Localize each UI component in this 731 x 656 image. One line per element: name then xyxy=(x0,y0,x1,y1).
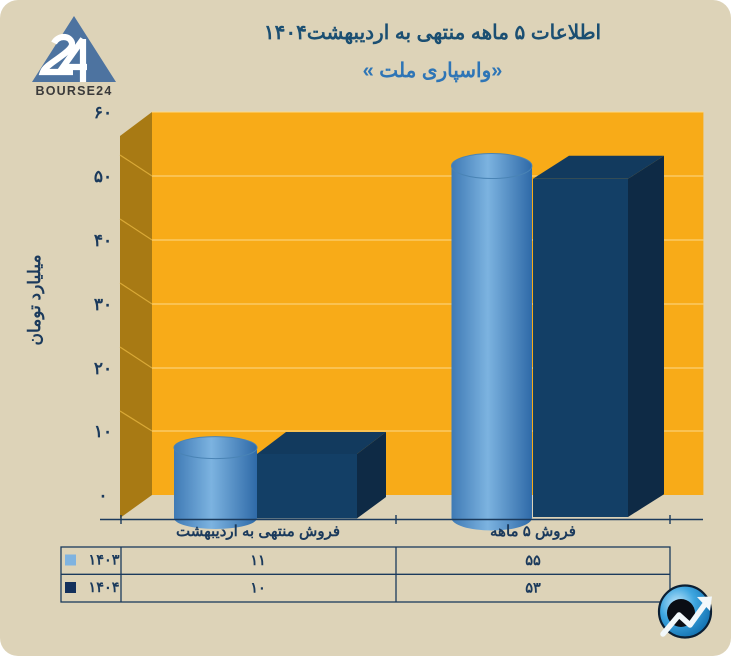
svg-text:۶۰: ۶۰ xyxy=(94,103,112,122)
svg-text:۱۰: ۱۰ xyxy=(94,422,112,441)
svg-text:فروش منتهی به اردیبهشت: فروش منتهی به اردیبهشت xyxy=(176,523,340,540)
svg-text:۲۰: ۲۰ xyxy=(94,359,112,378)
svg-text:فروش ۵ ماهه: فروش ۵ ماهه xyxy=(490,523,576,540)
svg-text:۵۰: ۵۰ xyxy=(94,167,112,186)
svg-text:۵۵: ۵۵ xyxy=(525,553,541,569)
svg-text:۵۳: ۵۳ xyxy=(525,581,541,597)
svg-text:۱۴۰۳: ۱۴۰۳ xyxy=(88,553,119,569)
svg-text:۱۰: ۱۰ xyxy=(250,581,266,597)
svg-text:۱۱: ۱۱ xyxy=(250,553,266,569)
svg-text:۳۰: ۳۰ xyxy=(94,295,112,314)
svg-text:۰: ۰ xyxy=(98,486,107,505)
svg-text:میلیارد تومان: میلیارد تومان xyxy=(25,255,45,346)
svg-text:۴۰: ۴۰ xyxy=(94,231,112,250)
svg-text:۱۴۰۴: ۱۴۰۴ xyxy=(88,580,119,596)
